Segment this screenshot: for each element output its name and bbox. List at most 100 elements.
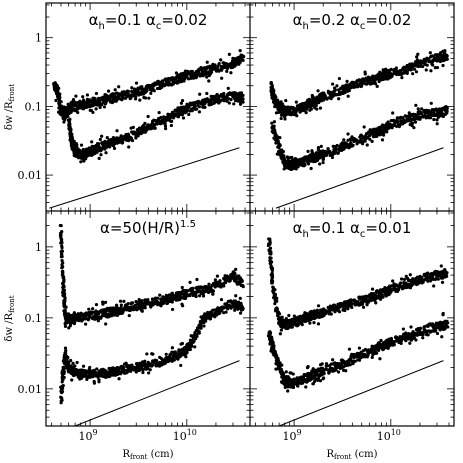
data-point bbox=[318, 106, 323, 110]
data-point bbox=[157, 119, 162, 123]
data-point bbox=[222, 91, 226, 96]
data-point bbox=[64, 305, 68, 309]
data-point bbox=[341, 84, 345, 88]
data-point bbox=[159, 85, 164, 90]
data-point bbox=[176, 290, 180, 295]
data-point bbox=[278, 136, 282, 140]
data-point bbox=[101, 300, 105, 304]
data-point bbox=[291, 157, 295, 162]
data-point bbox=[119, 372, 123, 376]
data-point bbox=[169, 123, 173, 128]
data-point bbox=[329, 308, 333, 312]
data-point bbox=[125, 307, 129, 311]
data-point bbox=[141, 368, 145, 372]
data-point bbox=[368, 133, 372, 138]
data-point bbox=[335, 143, 339, 148]
data-point bbox=[117, 85, 121, 89]
data-point bbox=[61, 271, 65, 276]
data-point bbox=[335, 84, 339, 88]
reference-line bbox=[278, 360, 444, 426]
data-point bbox=[270, 281, 274, 285]
data-point bbox=[179, 363, 183, 368]
data-point bbox=[62, 366, 66, 371]
data-point bbox=[59, 241, 63, 245]
data-point bbox=[229, 97, 233, 102]
data-point bbox=[370, 287, 375, 291]
data-point bbox=[224, 279, 228, 283]
data-point bbox=[68, 117, 72, 121]
series-2 bbox=[270, 101, 449, 172]
data-point bbox=[370, 139, 374, 143]
data-point bbox=[269, 256, 273, 260]
data-point bbox=[268, 246, 273, 250]
data-point bbox=[180, 98, 185, 103]
data-point bbox=[205, 91, 209, 96]
data-point bbox=[274, 298, 278, 302]
data-point bbox=[357, 139, 361, 143]
data-point bbox=[241, 100, 245, 104]
data-point bbox=[337, 76, 342, 81]
data-point bbox=[191, 340, 195, 344]
data-point bbox=[240, 279, 244, 283]
data-point bbox=[69, 133, 73, 137]
data-point bbox=[87, 307, 91, 311]
data-point bbox=[284, 98, 288, 103]
data-point bbox=[181, 116, 186, 120]
data-point bbox=[144, 96, 148, 100]
data-point bbox=[428, 116, 433, 120]
data-point bbox=[308, 321, 312, 325]
data-point bbox=[188, 280, 192, 284]
series-1 bbox=[58, 223, 245, 330]
data-point bbox=[102, 105, 107, 109]
data-point bbox=[216, 65, 220, 69]
data-point bbox=[346, 132, 350, 136]
data-point bbox=[445, 54, 449, 58]
data-point bbox=[79, 143, 84, 147]
data-point bbox=[413, 120, 418, 124]
data-point bbox=[269, 252, 273, 256]
ticks bbox=[46, 211, 250, 427]
data-point bbox=[240, 305, 244, 309]
data-point bbox=[60, 254, 64, 259]
data-point bbox=[193, 73, 197, 77]
data-point bbox=[83, 317, 87, 321]
data-point bbox=[92, 368, 96, 372]
data-point bbox=[103, 300, 108, 304]
data-point bbox=[365, 143, 369, 147]
data-point bbox=[238, 296, 242, 300]
data-point bbox=[63, 324, 68, 328]
series-2 bbox=[66, 86, 245, 164]
data-point bbox=[184, 355, 188, 359]
data-point bbox=[410, 121, 415, 125]
data-point bbox=[138, 98, 142, 102]
panel-top-left: αh=0.1 αc=0.02 bbox=[46, 3, 250, 212]
data-point bbox=[62, 113, 66, 117]
data-point bbox=[115, 129, 119, 133]
data-point bbox=[282, 155, 286, 160]
data-point bbox=[136, 88, 140, 92]
data-point bbox=[268, 249, 272, 253]
data-point bbox=[414, 103, 418, 107]
data-point bbox=[238, 100, 243, 104]
data-point bbox=[226, 86, 230, 90]
data-point bbox=[415, 55, 419, 59]
data-point bbox=[225, 306, 229, 310]
data-point bbox=[198, 92, 202, 96]
data-point bbox=[309, 153, 313, 157]
data-point bbox=[277, 145, 281, 149]
data-point bbox=[208, 317, 212, 321]
data-point bbox=[66, 114, 70, 119]
data-point bbox=[61, 294, 65, 298]
data-point bbox=[356, 300, 360, 304]
data-point bbox=[276, 310, 280, 314]
data-point bbox=[241, 97, 245, 101]
data-point bbox=[428, 110, 433, 114]
data-point bbox=[385, 130, 389, 134]
data-point bbox=[104, 99, 108, 104]
data-point bbox=[122, 368, 127, 372]
data-point bbox=[394, 66, 398, 70]
data-point bbox=[197, 70, 201, 74]
data-point bbox=[61, 284, 66, 288]
data-point bbox=[425, 57, 430, 62]
data-point bbox=[428, 51, 432, 55]
